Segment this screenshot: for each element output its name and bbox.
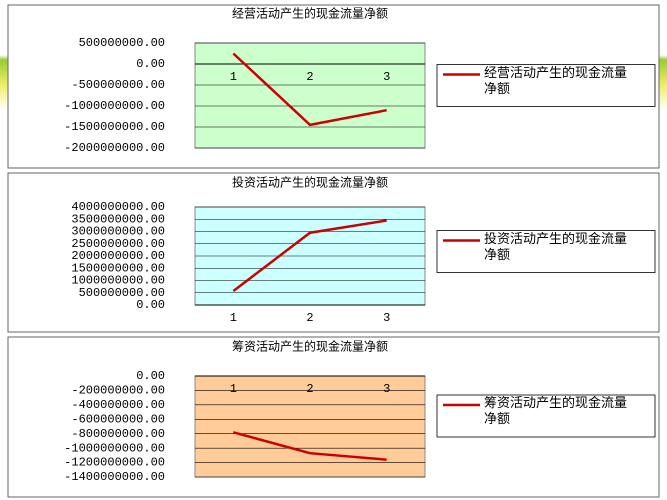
legend-label-box: 经营活动产生的现金流量净额 <box>484 65 628 97</box>
y-tick-label: 500000000.00 <box>79 286 165 300</box>
y-tick-label: -1500000000.00 <box>64 120 165 134</box>
y-tick-label: 1500000000.00 <box>71 261 165 275</box>
legend-box <box>436 230 656 273</box>
x-tick-label: 3 <box>383 382 390 396</box>
x-tick-label: 2 <box>306 382 313 396</box>
y-tick-label: 3500000000.00 <box>71 212 165 226</box>
legend-label: 经营活动产生的现金流量净额 <box>484 65 628 97</box>
data-line <box>233 431 387 461</box>
x-tick-label: 1 <box>230 311 237 325</box>
y-tick-label: -1000000000.00 <box>64 99 165 113</box>
legend-box <box>436 394 656 438</box>
y-tick-label: 0.00 <box>136 369 165 383</box>
legend-label-box: 筹资活动产生的现金流量净额 <box>484 396 628 427</box>
y-tick-label: 3000000000.00 <box>71 225 165 239</box>
y-tick-label: 4000000000.00 <box>71 200 165 214</box>
data-line <box>232 52 387 127</box>
plot-area <box>194 42 426 149</box>
x-tick-label: 3 <box>383 311 390 325</box>
legend-box <box>436 64 656 107</box>
legend-label: 筹资活动产生的现金流量净额 <box>484 396 628 427</box>
chart-title: 投资活动产生的现金流量净额 <box>232 175 388 190</box>
data-line <box>232 219 387 293</box>
y-tick-label: 2500000000.00 <box>71 237 165 251</box>
y-tick-label: -200000000.00 <box>71 384 165 398</box>
x-tick-label: 1 <box>230 70 237 84</box>
y-tick-label: -400000000.00 <box>71 398 165 412</box>
chart-title: 筹资活动产生的现金流量净额 <box>232 339 388 354</box>
y-tick-label: -600000000.00 <box>71 412 165 426</box>
y-tick-label: -1200000000.00 <box>64 456 165 470</box>
x-tick-label: 1 <box>230 382 237 396</box>
legend-label: 投资活动产生的现金流量净额 <box>484 231 628 263</box>
y-tick-label: -1400000000.00 <box>64 470 165 484</box>
chart-title: 经营活动产生的现金流量净额 <box>232 6 388 21</box>
y-tick-label: -2000000000.00 <box>64 141 165 155</box>
x-tick-label: 2 <box>306 70 313 84</box>
x-tick-label: 3 <box>383 70 390 84</box>
y-tick-label: 1000000000.00 <box>71 274 165 288</box>
y-tick-label: -500000000.00 <box>71 78 165 92</box>
y-tick-label: -800000000.00 <box>71 427 165 441</box>
legend-label-box: 投资活动产生的现金流量净额 <box>484 231 628 263</box>
y-tick-label: 0.00 <box>136 298 165 312</box>
y-tick-label: 2000000000.00 <box>71 249 165 263</box>
plot-area <box>194 375 426 478</box>
x-tick-label: 2 <box>306 311 313 325</box>
y-tick-label: -1000000000.00 <box>64 441 165 455</box>
y-tick-label: 0.00 <box>136 57 165 71</box>
y-tick-label: 500000000.00 <box>79 36 165 50</box>
